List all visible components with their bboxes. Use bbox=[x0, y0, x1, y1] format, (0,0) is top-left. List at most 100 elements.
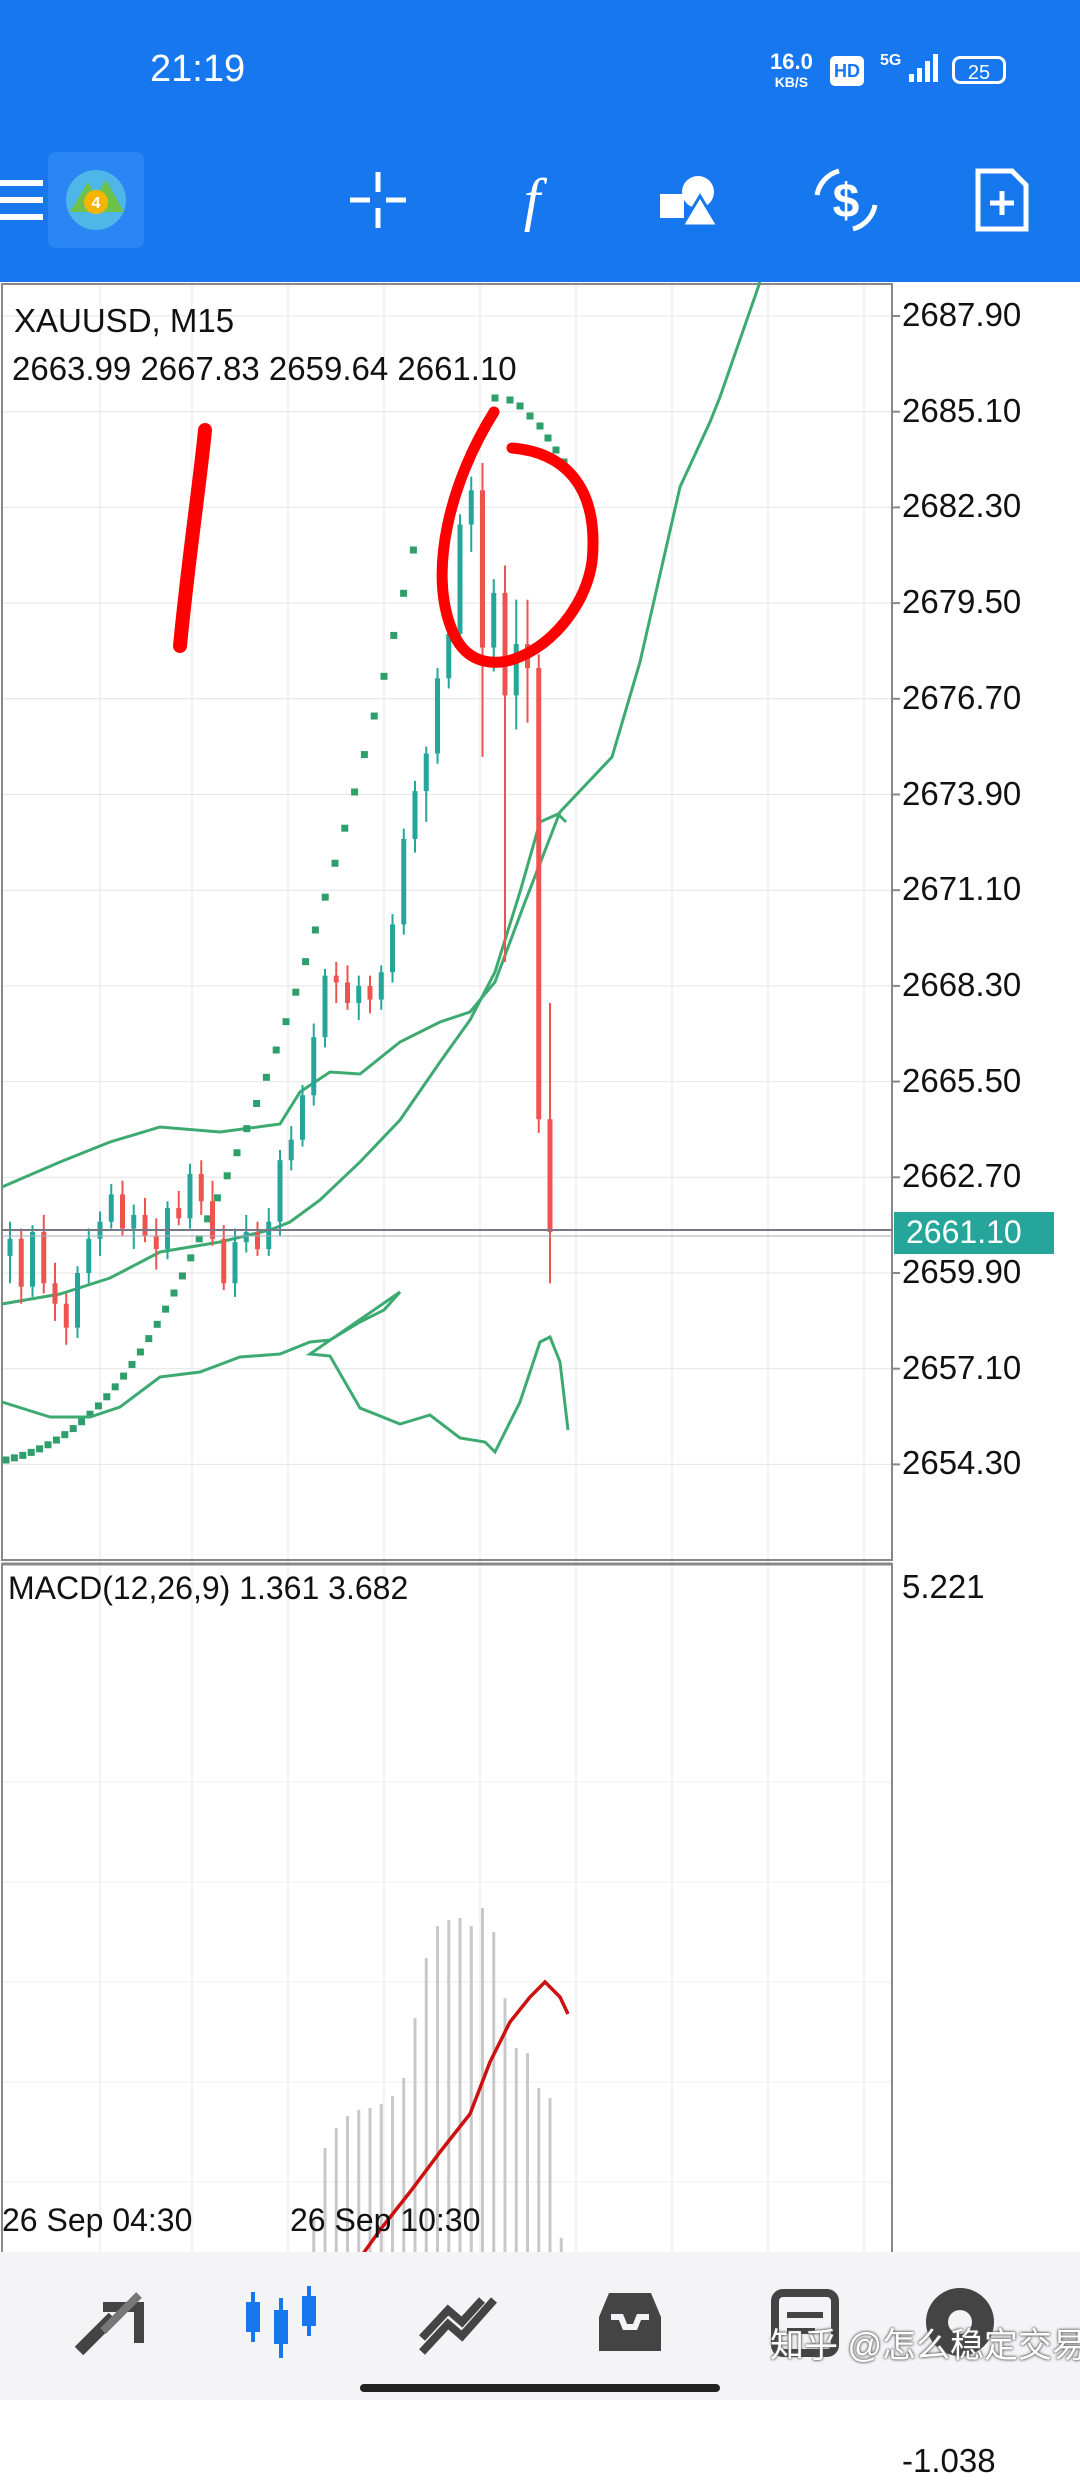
sar-dot bbox=[516, 402, 524, 410]
bull-candle bbox=[243, 1231, 249, 1243]
sar-dot bbox=[351, 788, 359, 796]
home-indicator bbox=[360, 2384, 720, 2392]
price-axis-label: 2685.10 bbox=[902, 391, 1022, 429]
sar-dot bbox=[400, 589, 408, 597]
sar-dot bbox=[272, 1046, 280, 1054]
sar-dot bbox=[162, 1305, 170, 1313]
sar-dot bbox=[491, 394, 499, 402]
sar-dot bbox=[544, 434, 552, 442]
status-time: 21:19 bbox=[150, 48, 246, 90]
time-label-1: 26 Sep 04:30 bbox=[2, 2202, 193, 2238]
sar-dot bbox=[120, 1372, 128, 1380]
macd-axis-label: 5.221 bbox=[902, 1568, 985, 1605]
sar-dot bbox=[94, 1402, 102, 1410]
sar-dot bbox=[44, 1441, 52, 1449]
crosshair-icon[interactable] bbox=[338, 160, 418, 240]
history-icon[interactable] bbox=[580, 2272, 680, 2372]
sar-dot bbox=[321, 893, 329, 901]
quotes-icon[interactable] bbox=[60, 2272, 160, 2372]
bear-candle bbox=[502, 592, 508, 696]
trade-icon[interactable]: $ bbox=[806, 160, 886, 240]
bear-candle bbox=[120, 1194, 125, 1229]
messages-icon[interactable] bbox=[756, 2272, 856, 2372]
sar-dot bbox=[552, 446, 560, 454]
sar-dot bbox=[380, 672, 388, 680]
sar-dot bbox=[536, 422, 544, 430]
time-label-2: 26 Sep 10:30 bbox=[290, 2202, 481, 2238]
bollinger-bands bbox=[1, 281, 762, 1306]
sar-dot bbox=[103, 1393, 111, 1401]
bottom-nav bbox=[0, 2252, 1080, 2400]
bear-candle bbox=[52, 1283, 58, 1304]
sar-dot bbox=[204, 1215, 212, 1223]
sar-dot bbox=[170, 1289, 178, 1297]
bull-candle bbox=[491, 592, 497, 648]
sar-dot bbox=[36, 1445, 44, 1453]
settings-icon[interactable] bbox=[910, 2272, 1010, 2372]
new-order-icon[interactable] bbox=[962, 160, 1042, 240]
bear-candle bbox=[536, 668, 542, 1120]
sar-dot bbox=[311, 926, 319, 934]
top-bar: 21:19 16.0 KB/S HD 5G 25 4 f $ bbox=[0, 0, 1080, 282]
price-axis-label: 2676.70 bbox=[902, 678, 1022, 716]
bear-candle bbox=[345, 982, 350, 1003]
price-axis-label: 2654.30 bbox=[902, 1444, 1022, 1482]
sar-dot bbox=[178, 1272, 186, 1280]
sar-dot bbox=[262, 1073, 270, 1081]
price-chart[interactable]: XAUUSD, M15 2663.99 2667.83 2659.64 2661… bbox=[0, 281, 1080, 2480]
price-axis-label: 2659.90 bbox=[902, 1253, 1022, 1290]
objects-icon[interactable] bbox=[650, 160, 730, 240]
indicator-line bbox=[1, 1290, 570, 1455]
sar-dot bbox=[195, 1235, 203, 1243]
sar-dot bbox=[2, 1456, 10, 1464]
bull-candle bbox=[108, 1194, 114, 1222]
bull-candle bbox=[356, 985, 362, 1003]
current-price-tag bbox=[894, 1212, 1054, 1254]
bull-candle bbox=[412, 791, 418, 839]
indicators-icon[interactable]: f bbox=[492, 160, 572, 240]
sar-dot bbox=[243, 1125, 251, 1133]
bear-candle bbox=[153, 1235, 159, 1250]
bull-candle bbox=[7, 1238, 13, 1256]
bull-candle bbox=[86, 1238, 92, 1273]
sar-dot bbox=[61, 1431, 69, 1439]
watermark: 知乎 @怎么稳定交易 bbox=[770, 2327, 1080, 2365]
sar-dot bbox=[360, 751, 368, 759]
bull-candle bbox=[401, 838, 407, 925]
price-axis-label: 2682.30 bbox=[902, 487, 1022, 525]
sar-dot bbox=[69, 1425, 77, 1433]
chart-icon[interactable] bbox=[232, 2272, 332, 2372]
sar-dot bbox=[136, 1348, 144, 1356]
bull-candle bbox=[457, 524, 463, 634]
hd-badge: HD bbox=[830, 56, 864, 86]
bear-candle bbox=[480, 490, 485, 648]
battery-icon: 25 bbox=[952, 56, 1006, 84]
candles bbox=[7, 462, 553, 1345]
sar-dot bbox=[128, 1360, 136, 1368]
sar-dot bbox=[526, 412, 534, 420]
bear-candle bbox=[255, 1231, 260, 1250]
sar-dot bbox=[292, 988, 300, 996]
bollinger-lower bbox=[1, 1290, 570, 1455]
bull-candle bbox=[390, 924, 395, 973]
metatrader-logo-icon[interactable]: 4 bbox=[48, 152, 144, 248]
sar-dot bbox=[27, 1448, 35, 1456]
sar-dot bbox=[19, 1451, 27, 1459]
macd-axis-label: -1.038 bbox=[902, 2442, 996, 2479]
symbol-label: XAUUSD, M15 bbox=[14, 302, 235, 339]
sar-dot bbox=[370, 712, 378, 720]
price-axis-label: 2665.50 bbox=[902, 1061, 1022, 1099]
bear-candle bbox=[176, 1208, 182, 1219]
menu-icon[interactable] bbox=[0, 160, 58, 240]
net-speed: 16.0 KB/S bbox=[770, 49, 813, 91]
macd-label: MACD(12,26,9) 1.361 3.682 bbox=[8, 1570, 409, 1606]
chart-grid bbox=[2, 284, 900, 2480]
bull-candle bbox=[435, 678, 440, 754]
annotation-mark-1 bbox=[173, 423, 212, 653]
trade-nav-icon[interactable] bbox=[408, 2272, 508, 2372]
annotation-circle bbox=[436, 406, 599, 668]
price-axis-label: 2657.10 bbox=[902, 1348, 1022, 1386]
price-axis-label: 2673.90 bbox=[902, 774, 1022, 812]
bull-candle bbox=[277, 1160, 283, 1222]
bear-candle bbox=[18, 1238, 24, 1287]
